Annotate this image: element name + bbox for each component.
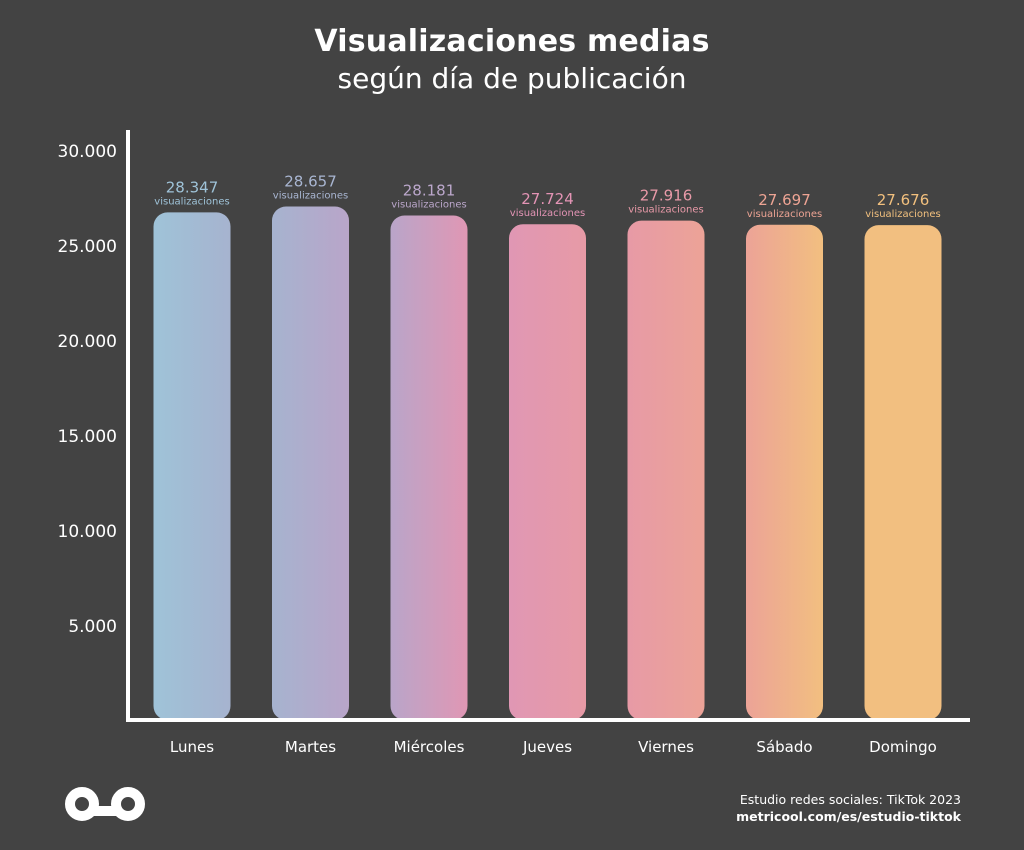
- data-label-unit: visualizaciones: [273, 191, 348, 202]
- data-label: 28.347: [166, 178, 219, 196]
- y-tick-label: 30.000: [58, 142, 117, 162]
- data-label-unit: visualizaciones: [628, 205, 703, 216]
- bar: [627, 220, 705, 720]
- chart-title: Visualizaciones medias: [314, 24, 710, 59]
- data-label-unit: visualizaciones: [510, 208, 585, 219]
- data-label: 27.676: [877, 191, 930, 209]
- x-tick-label: Sábado: [756, 738, 812, 756]
- data-label: 27.697: [758, 191, 811, 209]
- metricool-logo-icon: [65, 787, 145, 821]
- x-tick-label: Miércoles: [394, 738, 465, 756]
- bar: [509, 224, 586, 720]
- footer-study: Estudio redes sociales: TikTok 2023: [739, 792, 961, 807]
- data-label-unit: visualizaciones: [154, 196, 229, 207]
- data-label-unit: visualizaciones: [865, 209, 940, 220]
- x-tick-label: Domingo: [869, 738, 937, 756]
- data-label-unit: visualizaciones: [747, 209, 822, 220]
- footer-credits: Estudio redes sociales: TikTok 2023 metr…: [736, 791, 961, 825]
- y-tick-label: 5.000: [68, 617, 117, 637]
- footer-url[interactable]: metricool.com/es/estudio-tiktok: [736, 809, 961, 824]
- y-tick-label: 25.000: [58, 237, 117, 257]
- x-axis: Lunes Martes Miércoles Jueves Viernes Sábado D…: [126, 718, 970, 756]
- x-tick-label: Martes: [285, 738, 336, 756]
- bars: [153, 206, 942, 721]
- y-tick-label: 15.000: [58, 427, 117, 447]
- y-tick-label: 20.000: [58, 332, 117, 352]
- bar: [153, 212, 231, 721]
- data-label: 28.657: [284, 173, 337, 191]
- data-label: 28.181: [403, 182, 456, 200]
- value-labels: 28.347visualizaciones28.657visualizacion…: [154, 173, 940, 221]
- bar: [272, 206, 349, 721]
- bar: [864, 225, 942, 720]
- y-tick-label: 10.000: [58, 522, 117, 542]
- data-label: 27.916: [640, 187, 693, 205]
- data-label: 27.724: [521, 190, 574, 208]
- x-tick-label: Lunes: [170, 738, 214, 756]
- bar-chart: 5.000 10.000 15.000 20.000 25.000 30.000 28.3…: [58, 130, 970, 756]
- x-tick-label: Viernes: [638, 738, 694, 756]
- y-axis: 5.000 10.000 15.000 20.000 25.000 30.000: [58, 130, 130, 720]
- chart-subtitle: según día de publicación: [337, 62, 687, 95]
- x-tick-label: Jueves: [522, 738, 572, 756]
- bar: [746, 224, 823, 720]
- bar: [390, 215, 468, 720]
- data-label-unit: visualizaciones: [391, 200, 466, 211]
